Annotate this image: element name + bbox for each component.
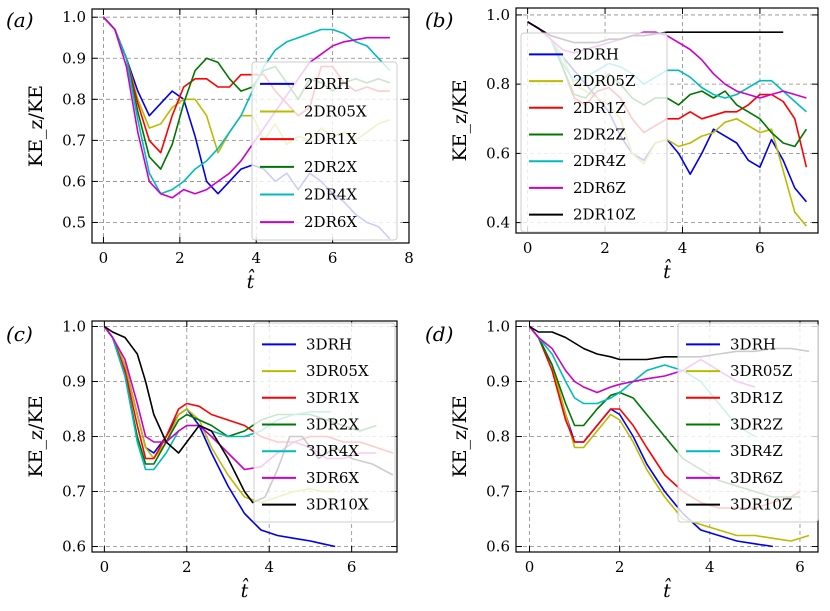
y-axis-label: KE_z/KE <box>25 85 47 167</box>
y-tick-label: 0.5 <box>62 213 86 231</box>
legend-label: 3DRH <box>306 335 352 353</box>
legend-label: 3DR4X <box>306 442 359 460</box>
legend-label: 2DR1Z <box>573 99 626 117</box>
x-tick-label: 0 <box>523 239 533 257</box>
x-axis-label: t̂ <box>663 258 671 283</box>
legend: 2DRH 2DR05X 2DR1X 2DR2X 2DR4X 2DR6X <box>251 61 398 241</box>
x-tick-label: 2 <box>615 558 625 576</box>
y-tick-label: 0.8 <box>62 428 86 446</box>
legend-box <box>677 322 819 523</box>
legend-label: 3DRH <box>730 335 776 353</box>
legend-label: 3DR1X <box>306 389 359 407</box>
x-tick-label: 0 <box>100 558 110 576</box>
legend-label: 2DR05X <box>304 103 367 121</box>
legend-label: 2DRH <box>304 75 350 93</box>
x-tick-label: 6 <box>347 558 357 576</box>
panel-3: 0 2 4 6 0.6 0.7 0.8 0.9 1.0 t̂ KE_z/KE (d) 3DRH 3DR05… <box>425 318 819 602</box>
y-axis-label: KE_z/KE <box>449 79 471 161</box>
legend-label: 2DR05Z <box>573 72 635 90</box>
x-tick-label: 2 <box>182 558 192 576</box>
y-tick-label: 0.8 <box>486 428 510 446</box>
legend-label: 3DR2X <box>306 416 359 434</box>
y-tick-label: 0.9 <box>486 373 510 391</box>
series-line-3DR05Z <box>528 325 810 542</box>
legend-label: 2DR2Z <box>573 126 626 144</box>
x-tick-label: 4 <box>251 249 261 267</box>
legend-label: 3DR6Z <box>730 469 783 487</box>
legend-label: 3DR05Z <box>730 362 792 380</box>
x-tick-label: 4 <box>705 558 715 576</box>
legend-label: 2DR10Z <box>573 206 635 224</box>
y-tick-label: 0.7 <box>62 483 86 501</box>
legend-label: 3DR2Z <box>730 416 783 434</box>
y-tick-label: 0.6 <box>62 538 86 556</box>
legend-label: 3DR10Z <box>730 496 792 514</box>
y-tick-label: 1.0 <box>486 6 510 24</box>
legend: 2DRH 2DR05Z 2DR1Z 2DR2Z 2DR4Z 2DR6Z 2DR10Z <box>520 32 668 233</box>
y-tick-label: 0.8 <box>486 75 510 93</box>
y-tick-label: 0.7 <box>486 483 510 501</box>
panel-0: 0 2 4 6 80.50.60.70.80.91.0t̂KE_z/KE(a)2DRH2… <box>6 8 414 293</box>
y-tick-label: 0.8 <box>62 90 86 108</box>
y-tick-label: 1.0 <box>62 318 86 336</box>
legend-label: 2DR1X <box>304 130 357 148</box>
legend-label: 2DRH <box>573 45 619 63</box>
legend-label: 3DR4Z <box>730 442 783 460</box>
y-tick-label: 0.4 <box>486 214 510 232</box>
axes-frame <box>91 8 410 244</box>
legend-label: 3DR1Z <box>730 389 783 407</box>
legend: 3DRH 3DR05Z 3DR1Z 3DR2Z 3DR4Z 3DR6Z 3DR10Z <box>677 322 819 523</box>
axes-frame <box>515 7 819 234</box>
y-axis-label: KE_z/KE <box>449 395 471 477</box>
y-tick-label: 0.9 <box>62 373 86 391</box>
legend-label: 2DR2X <box>304 158 357 176</box>
legend-label: 3DR10X <box>306 496 369 514</box>
y-tick-label: 1.0 <box>62 8 86 26</box>
y-tick-label: 0.9 <box>62 49 86 67</box>
x-tick-label: 0 <box>99 249 109 267</box>
legend-label: 2DR6X <box>304 213 357 231</box>
x-tick-label: 4 <box>678 239 688 257</box>
legend-label: 3DR6X <box>306 469 359 487</box>
panel-2: 0 2 4 6 0.6 0.7 0.8 0.9 1.0 t̂ KE_z/KE (c) 3DRH 3DR05… <box>6 318 398 602</box>
panel-1: 0 2 4 60.40.60.81.0t̂KE_z/KE(b)2DRH2DR05Z2D… <box>425 6 819 283</box>
series-line-2DR4X <box>102 16 391 195</box>
legend-label: 2DR4Z <box>573 152 626 170</box>
x-axis-label: t̂ <box>241 577 249 602</box>
x-tick-label: 8 <box>404 249 414 267</box>
x-tick-label: 2 <box>175 249 185 267</box>
legend-box <box>253 322 396 523</box>
x-tick-label: 6 <box>795 558 805 576</box>
y-tick-label: 0.6 <box>486 538 510 556</box>
y-tick-label: 1.0 <box>486 318 510 336</box>
x-axis-label: t̂ <box>247 268 255 293</box>
y-tick-label: 0.6 <box>486 144 510 162</box>
y-tick-label: 0.6 <box>62 172 86 190</box>
x-tick-label: 6 <box>755 239 765 257</box>
legend-box <box>520 32 668 233</box>
legend-label: 2DR4X <box>304 186 357 204</box>
panel-label: (b) <box>425 8 453 32</box>
panel-label: (a) <box>6 8 34 32</box>
x-tick-label: 2 <box>600 239 610 257</box>
legend-label: 2DR6Z <box>573 179 626 197</box>
legend-label: 3DR05X <box>306 362 369 380</box>
series-line-2DR6X <box>102 16 390 199</box>
series-group <box>528 325 810 548</box>
y-tick-label: 0.7 <box>62 131 86 149</box>
x-tick-label: 6 <box>328 249 338 267</box>
panel-label: (d) <box>425 322 453 346</box>
y-axis-label: KE_z/KE <box>25 395 47 477</box>
x-tick-label: 4 <box>264 558 274 576</box>
x-axis-label: t̂ <box>663 577 671 602</box>
panel-label: (c) <box>6 322 33 346</box>
x-tick-label: 0 <box>525 558 535 576</box>
legend: 3DRH 3DR05X 3DR1X 3DR2X 3DR4X 3DR6X 3DR10X <box>253 322 396 523</box>
